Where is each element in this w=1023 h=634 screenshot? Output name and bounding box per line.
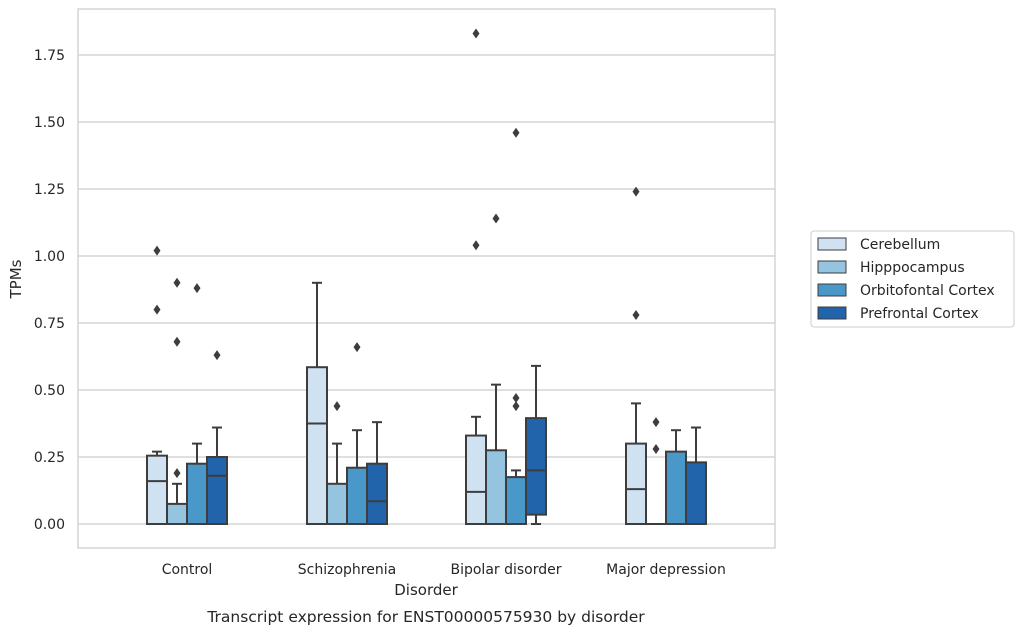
outlier-marker bbox=[213, 350, 221, 361]
plot-frame bbox=[77, 8, 776, 549]
box-iqr bbox=[525, 417, 547, 516]
legend-swatch bbox=[817, 260, 847, 274]
x-tick-label: Major depression bbox=[606, 562, 726, 578]
legend-swatch bbox=[817, 283, 847, 297]
box-iqr bbox=[685, 461, 707, 525]
legend-swatch bbox=[817, 306, 847, 320]
outlier-marker bbox=[512, 127, 520, 138]
outlier-marker bbox=[333, 401, 341, 412]
legend-label: Prefrontal Cortex bbox=[860, 306, 979, 322]
outlier-marker bbox=[472, 240, 480, 251]
box-0-1 bbox=[306, 281, 328, 525]
outlier-marker bbox=[652, 443, 660, 454]
outlier-marker bbox=[512, 401, 520, 412]
box-2-1 bbox=[346, 342, 368, 525]
plot-background bbox=[78, 9, 775, 548]
legend-frame bbox=[810, 230, 1015, 328]
y-tick-label: 1.50 bbox=[34, 115, 65, 131]
legend-label: Hipppocampus bbox=[860, 260, 965, 276]
box-2-3 bbox=[665, 429, 687, 526]
box-iqr bbox=[366, 462, 388, 526]
box-iqr bbox=[306, 366, 328, 525]
x-axis-label: Disorder bbox=[394, 581, 458, 599]
outlier-marker bbox=[652, 417, 660, 428]
x-tick-label: Bipolar disorder bbox=[450, 562, 561, 578]
box-3-1 bbox=[366, 421, 388, 526]
outlier-marker bbox=[632, 186, 640, 197]
y-tick-label: 1.75 bbox=[34, 48, 65, 64]
outlier-marker bbox=[353, 342, 361, 353]
y-axis-label: TPMs bbox=[7, 259, 25, 299]
outlier-marker bbox=[173, 468, 181, 479]
outlier-marker bbox=[153, 304, 161, 315]
box-1-2 bbox=[485, 213, 507, 525]
box-iqr bbox=[665, 450, 687, 526]
y-tick-label: 0.25 bbox=[34, 450, 65, 466]
x-tick-label: Control bbox=[162, 562, 213, 578]
legend-label: Cerebellum bbox=[860, 237, 940, 253]
box-1-0 bbox=[166, 277, 188, 525]
y-tick-label: 0.50 bbox=[34, 383, 65, 399]
outlier-marker bbox=[472, 28, 480, 39]
box-iqr bbox=[166, 502, 188, 525]
box-iqr bbox=[206, 456, 228, 525]
y-tick-label: 0.75 bbox=[34, 316, 65, 332]
box-iqr bbox=[186, 462, 208, 526]
y-tick-label: 0.00 bbox=[34, 517, 65, 533]
box-3-2 bbox=[525, 364, 547, 525]
outlier-marker bbox=[512, 393, 520, 404]
outlier-marker bbox=[632, 309, 640, 320]
y-tick-label: 1.25 bbox=[34, 182, 65, 198]
outlier-marker bbox=[193, 283, 201, 294]
box-iqr bbox=[146, 454, 168, 525]
box-iqr bbox=[505, 476, 527, 526]
x-tick-label: Schizophrenia bbox=[298, 562, 396, 578]
box-iqr bbox=[346, 466, 368, 525]
box-iqr bbox=[326, 482, 348, 525]
box-iqr bbox=[485, 449, 507, 525]
x-tick-labels: Control Schizophrenia Bipolar disorder Majo… bbox=[162, 562, 726, 578]
box-3-3 bbox=[685, 426, 707, 525]
outlier-marker bbox=[492, 213, 500, 224]
outlier-marker bbox=[173, 277, 181, 288]
box-iqr bbox=[625, 442, 647, 526]
outlier-marker bbox=[173, 336, 181, 347]
box-0-3 bbox=[625, 186, 647, 526]
legend: Cerebellum Hipppocampus Orbitofontal Corte… bbox=[810, 230, 1015, 328]
box-0-0 bbox=[146, 245, 168, 525]
y-tick-labels: 0.00 0.25 0.50 0.75 1.00 1.25 1.50 1.75 bbox=[34, 48, 65, 533]
box-2-0 bbox=[186, 283, 208, 526]
outlier-marker bbox=[153, 245, 161, 256]
box-3-0 bbox=[206, 350, 228, 525]
box-iqr bbox=[465, 434, 487, 525]
legend-label: Orbitofontal Cortex bbox=[860, 283, 995, 299]
legend-swatch bbox=[817, 237, 847, 251]
y-tick-label: 1.00 bbox=[34, 249, 65, 265]
box-groups bbox=[146, 28, 707, 526]
chart-caption: Transcript expression for ENST0000057593… bbox=[206, 608, 645, 626]
